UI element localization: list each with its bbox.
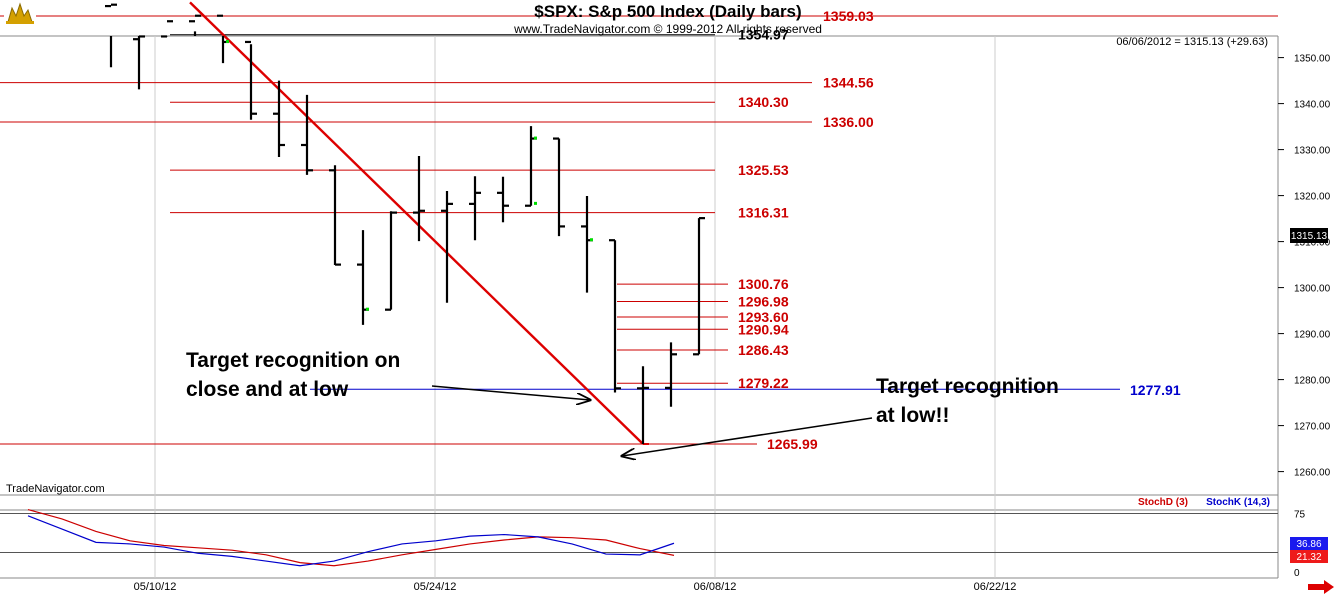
level-label-1300.76: 1300.76 (738, 276, 789, 292)
level-label-1359.03: 1359.03 (823, 8, 874, 24)
level-label-1325.53: 1325.53 (738, 162, 789, 178)
level-label-1340.30: 1340.30 (738, 94, 789, 110)
annotation-1-line2: close and at low (186, 378, 349, 401)
ohlc-bar-19 (637, 366, 649, 444)
up-marker-3 (590, 238, 593, 242)
ohlc-bar-7 (301, 94, 313, 175)
up-marker-0 (226, 39, 229, 43)
ohlc-bar-8 (329, 165, 341, 266)
level-label-1286.43: 1286.43 (738, 342, 789, 358)
price-tick-label: 1270.00 (1294, 422, 1331, 433)
ohlc-bar-17 (581, 196, 593, 293)
price-tick-label: 1320.00 (1294, 192, 1331, 203)
price-tick-label: 1310.00 (1294, 238, 1331, 249)
price-tick-label: 1290.00 (1294, 330, 1331, 341)
price-tick-label: 1350.00 (1294, 54, 1331, 65)
svg-text:1315.13: 1315.13 (1291, 231, 1328, 242)
ohlc-bar-0 (105, 3, 117, 68)
stoch-tick-label: 75 (1294, 510, 1306, 521)
trade-navigator-logo (4, 2, 36, 24)
svg-text:36.86: 36.86 (1296, 539, 1321, 550)
watermark: TradeNavigator.com (6, 483, 105, 495)
ohlc-bar-11 (413, 156, 425, 242)
price-tick-label: 1300.00 (1294, 284, 1331, 295)
level-label-1265.99: 1265.99 (767, 436, 818, 452)
up-marker-4 (534, 201, 537, 205)
grid (154, 36, 996, 578)
stoch-k-line (27, 515, 675, 567)
stochastic-panel: 75250 (0, 509, 1306, 579)
price-tick-label: 1260.00 (1294, 468, 1331, 479)
ohlc-bar-2 (161, 20, 173, 38)
date-tick-label: 05/24/12 (414, 581, 457, 593)
ohlc-bar-21 (693, 217, 705, 356)
stoch-d-line (27, 509, 675, 567)
status-readout: 06/06/2012 = 1315.13 (+29.63) (1116, 36, 1268, 48)
price-levels: 1359.03 1354.97 1344.56 1340.30 1336.00 1325.… (0, 8, 1278, 452)
level-label-1279.22: 1279.22 (738, 375, 789, 391)
date-tick-label: 05/10/12 (134, 581, 177, 593)
ohlc-bar-14 (497, 176, 509, 223)
stoch-d-value-box: 21.32 (1290, 550, 1328, 563)
level-label-1277.91: 1277.91 (1130, 382, 1181, 398)
stoch-tick-label: 0 (1294, 568, 1300, 579)
date-tick-label: 06/08/12 (694, 581, 737, 593)
axes: 05/10/12 05/24/12 06/08/12 06/22/12 1350.00 1… (134, 54, 1331, 593)
ohlc-bar-3 (189, 14, 201, 36)
ohlc-bars (105, 3, 705, 444)
downtrend-line (189, 1, 644, 445)
level-label-1293.60: 1293.60 (738, 309, 789, 325)
stoch-d-legend: StochD (3) (1138, 497, 1188, 508)
ohlc-bar-12 (441, 191, 453, 303)
ohlc-bar-16 (553, 137, 565, 237)
price-tick-label: 1280.00 (1294, 376, 1331, 387)
scroll-right-arrow-icon[interactable] (1308, 580, 1334, 594)
annotation-1-line1: Target recognition on (186, 349, 400, 372)
annotation-2-arrow (622, 417, 873, 456)
ohlc-bar-18 (609, 239, 621, 393)
last-price-box: 1315.13 (1290, 228, 1328, 243)
price-tick-label: 1340.00 (1294, 100, 1331, 111)
level-label-1354.97: 1354.97 (738, 27, 789, 43)
ohlc-bar-5 (245, 40, 257, 120)
level-label-1296.98: 1296.98 (738, 293, 789, 309)
level-label-1316.31: 1316.31 (738, 205, 789, 221)
price-tick-label: 1330.00 (1294, 146, 1331, 157)
ohlc-bar-13 (469, 176, 481, 241)
stoch-k-value-box: 36.86 (1290, 537, 1328, 550)
level-label-1344.56: 1344.56 (823, 75, 874, 91)
ohlc-bar-10 (385, 211, 397, 311)
level-label-1336.00: 1336.00 (823, 114, 874, 130)
up-marker-1 (366, 307, 369, 311)
up-marker-2 (534, 136, 537, 140)
stoch-k-legend: StochK (14,3) (1206, 497, 1270, 508)
date-tick-label: 06/22/12 (974, 581, 1017, 593)
svg-text:21.32: 21.32 (1296, 552, 1321, 563)
ohlc-bar-6 (273, 80, 285, 157)
annotation-1-arrow (431, 385, 590, 400)
ohlc-bar-1 (133, 35, 145, 90)
annotation-2-line2: at low!! (876, 404, 950, 427)
annotation-2-line1: Target recognition (876, 375, 1059, 398)
ohlc-bar-20 (665, 342, 677, 407)
copyright: www.TradeNavigator.com © 1999-2012 All r… (513, 22, 822, 36)
level-label-1290.94: 1290.94 (738, 321, 789, 337)
price-panel-frame (0, 35, 1279, 579)
chart-title: $SPX: S&p 500 Index (Daily bars) (534, 2, 801, 21)
